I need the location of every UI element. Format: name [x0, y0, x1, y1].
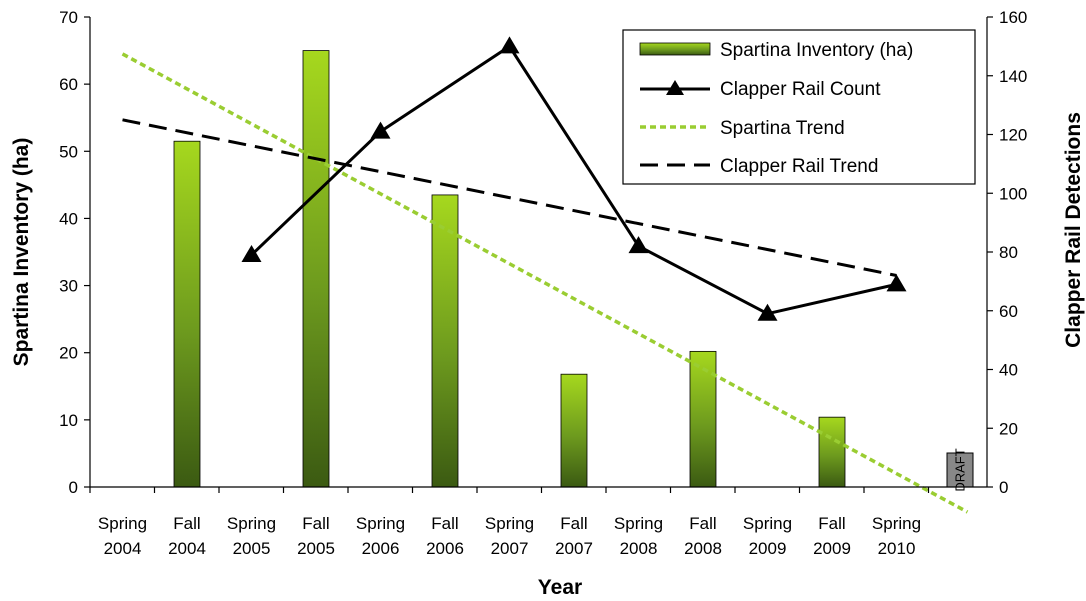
right-tick-label: 140: [999, 67, 1027, 86]
x-tick-label-season: Spring: [98, 514, 147, 533]
clapper-rail-count-group: [241, 36, 907, 321]
spartina-inventory-bar: [302, 50, 330, 488]
x-tick-label-year: 2008: [684, 539, 722, 558]
legend-label-spartina-trend: Spartina Trend: [720, 118, 845, 139]
spartina-inventory-bar: [818, 416, 846, 488]
spartina-inventory-bar: [173, 140, 201, 488]
left-tick-label: 40: [59, 209, 78, 228]
x-tick-label-year: 2004: [168, 539, 206, 558]
x-tick-label-season: Spring: [227, 514, 276, 533]
x-tick-label-season: Fall: [560, 514, 587, 533]
right-tick-label: 20: [999, 419, 1018, 438]
x-tick-label-year: 2009: [813, 539, 851, 558]
left-tick-label: 50: [59, 142, 78, 161]
x-tick-label-season: Spring: [872, 514, 921, 533]
clapper-rail-count-line: [250, 44, 897, 316]
x-tick-label-season: Fall: [302, 514, 329, 533]
left-tick-label: 60: [59, 75, 78, 94]
x-tick-label-season: Fall: [818, 514, 845, 533]
x-tick-label-year: 2004: [104, 539, 142, 558]
right-tick-label: 120: [999, 126, 1027, 145]
left-tick-label: 70: [59, 8, 78, 27]
clapper-rail-count-point: [628, 236, 649, 254]
spartina-inventory-bar: [689, 350, 717, 488]
x-tick-label-season: Spring: [485, 514, 534, 533]
clapper-rail-count-point: [886, 274, 907, 292]
legend-item-spartina-inventory: Spartina Inventory (ha): [639, 40, 913, 61]
left-tick-label: 30: [59, 277, 78, 296]
trends-group: [121, 52, 969, 514]
legend-label-clapper-rail-count: Clapper Rail Count: [720, 79, 881, 100]
x-tick-label-year: 2006: [362, 539, 400, 558]
x-axis-ticks: Spring 2004 Fall 2004 Spring 2005 Fall 2005 Spri…: [89, 487, 930, 558]
y-axis-title: Spartina Inventory (ha): [10, 138, 33, 367]
right-tick-label: 100: [999, 184, 1027, 203]
spartina-inventory-bar: [560, 373, 588, 488]
x-tick-label-season: Spring: [743, 514, 792, 533]
right-tick-label: 80: [999, 243, 1018, 262]
x-tick-label-season: Fall: [173, 514, 200, 533]
y2-axis-title: Clapper Rail Detections: [1062, 112, 1085, 348]
x-tick-label-year: 2007: [491, 539, 529, 558]
x-tick-label-year: 2010: [878, 539, 916, 558]
clapper-rail-count-point: [241, 244, 262, 262]
legend-label-clapper-rail-trend: Clapper Rail Trend: [720, 156, 878, 177]
x-tick-label-year: 2008: [620, 539, 658, 558]
clapper-rail-count-point: [499, 36, 520, 54]
left-tick-label: 20: [59, 344, 78, 363]
x-tick-label-year: 2006: [426, 539, 464, 558]
x-tick-label-season: Spring: [614, 514, 663, 533]
x-tick-label-year: 2005: [297, 539, 335, 558]
legend-item-spartina-trend: Spartina Trend: [640, 118, 845, 139]
x-tick-label-season: Fall: [689, 514, 716, 533]
right-tick-label: 60: [999, 302, 1018, 321]
x-tick-label-year: 2009: [749, 539, 787, 558]
draft-stamp: DRAFT: [946, 448, 974, 492]
legend: Spartina Inventory (ha) Clapper Rail Cou…: [622, 29, 976, 185]
clapper-rail-trend-line: [122, 118, 897, 277]
right-axis-ticks: 0 20 40 60 80 100 120 140 160: [987, 8, 1027, 497]
spartina-trend-line: [121, 52, 969, 514]
legend-marker-triangle-icon: [666, 80, 684, 95]
left-tick-label: 10: [59, 411, 78, 430]
draft-stamp-box: [946, 452, 974, 488]
legend-item-clapper-rail-trend: Clapper Rail Trend: [640, 156, 878, 177]
bars-group: [173, 50, 846, 488]
spartina-inventory-bar: [431, 194, 459, 488]
legend-label-spartina-inventory: Spartina Inventory (ha): [720, 40, 913, 61]
clapper-rail-count-point: [757, 303, 778, 321]
right-tick-label: 0: [999, 478, 1008, 497]
clapper-rail-count-point: [370, 121, 391, 139]
left-axis-ticks: 0 10 20 30 40 50 60 70: [59, 8, 90, 497]
x-tick-label-year: 2005: [233, 539, 271, 558]
legend-swatch-spartina-inventory: [639, 42, 711, 56]
x-tick-label-season: Spring: [356, 514, 405, 533]
right-tick-label: 160: [999, 8, 1027, 27]
draft-stamp-text: DRAFT: [953, 448, 968, 491]
right-tick-label: 40: [999, 361, 1018, 380]
x-tick-label-year: 2007: [555, 539, 593, 558]
left-tick-label: 0: [69, 478, 78, 497]
legend-item-clapper-rail-count: Clapper Rail Count: [640, 79, 881, 100]
x-tick-label-season: Fall: [431, 514, 458, 533]
legend-box: [622, 29, 976, 185]
x-axis-title: Year: [538, 576, 582, 599]
